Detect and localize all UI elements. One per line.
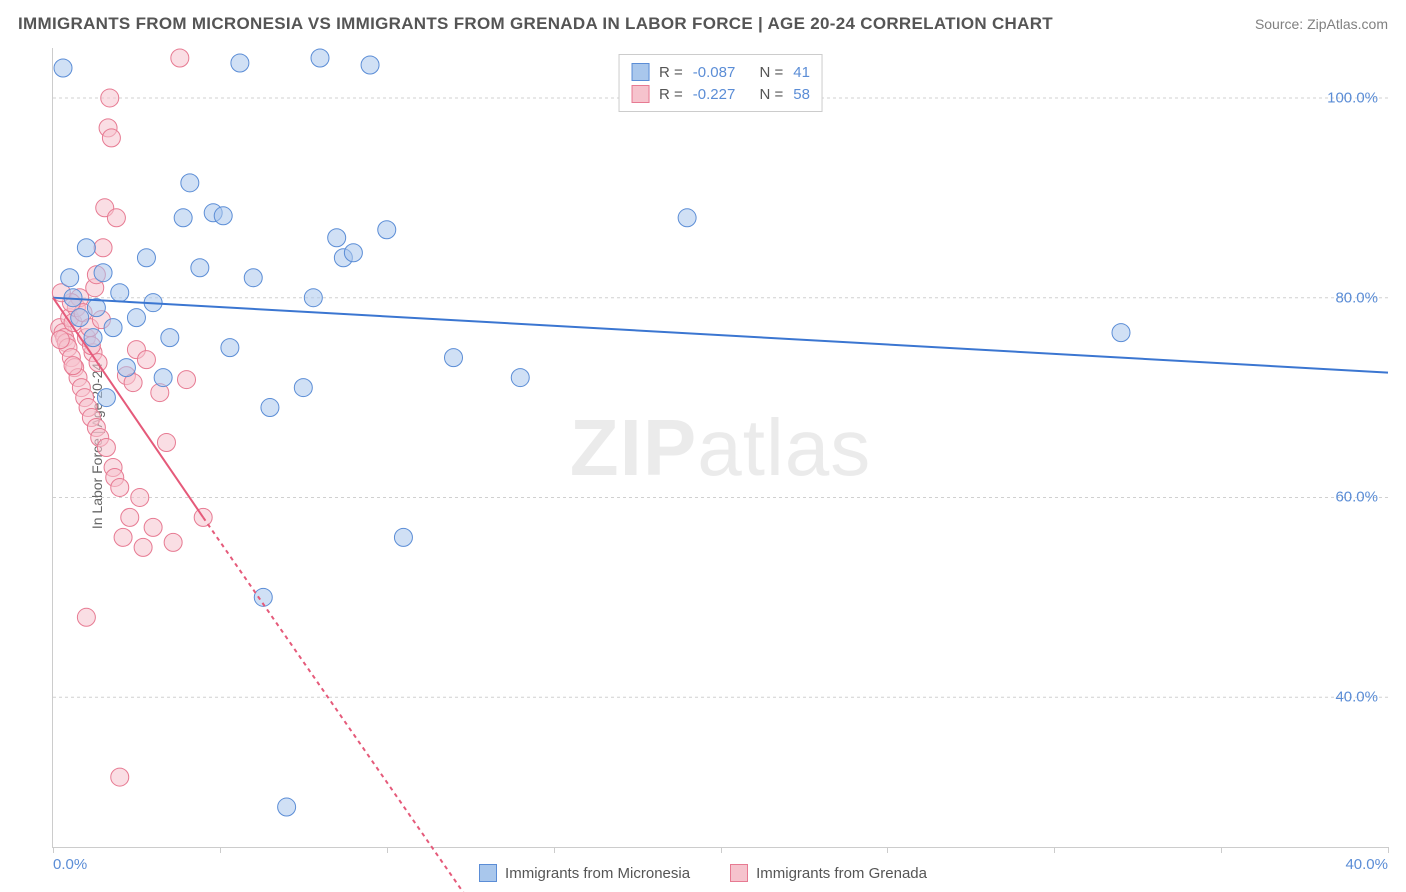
stats-row-series2: R = -0.227 N = 58 (631, 83, 810, 105)
legend-label-series1: Immigrants from Micronesia (505, 865, 690, 882)
r-label: R = (659, 86, 683, 103)
y-tick-label: 80.0% (1335, 289, 1378, 306)
source-attribution: Source: ZipAtlas.com (1255, 16, 1388, 32)
n-value-series1: 41 (793, 64, 810, 81)
scatter-svg (53, 48, 1388, 847)
n-value-series2: 58 (793, 86, 810, 103)
trend-lines (53, 298, 1388, 892)
scatter-points (51, 49, 1130, 816)
correlation-stats-box: R = -0.087 N = 41 R = -0.227 N = 58 (618, 54, 823, 112)
stats-row-series1: R = -0.087 N = 41 (631, 61, 810, 83)
r-value-series2: -0.227 (693, 86, 736, 103)
n-label: N = (760, 86, 784, 103)
chart-header: IMMIGRANTS FROM MICRONESIA VS IMMIGRANTS… (0, 0, 1406, 48)
legend-label-series2: Immigrants from Grenada (756, 865, 927, 882)
swatch-series1 (631, 63, 649, 81)
chart-plot-area: ZIPatlas 40.0%60.0%80.0%100.0% 0.0% 40.0… (52, 48, 1388, 848)
chart-title: IMMIGRANTS FROM MICRONESIA VS IMMIGRANTS… (18, 14, 1053, 34)
bottom-legend: Immigrants from Micronesia Immigrants fr… (0, 864, 1406, 882)
r-label: R = (659, 64, 683, 81)
r-value-series1: -0.087 (693, 64, 736, 81)
legend-swatch-series2 (730, 864, 748, 882)
y-tick-label: 100.0% (1327, 89, 1378, 106)
swatch-series2 (631, 85, 649, 103)
grid-lines (53, 98, 1388, 697)
n-label: N = (760, 64, 784, 81)
legend-item-series1: Immigrants from Micronesia (479, 864, 690, 882)
legend-item-series2: Immigrants from Grenada (730, 864, 927, 882)
y-tick-label: 60.0% (1335, 489, 1378, 506)
legend-swatch-series1 (479, 864, 497, 882)
y-tick-label: 40.0% (1335, 689, 1378, 706)
